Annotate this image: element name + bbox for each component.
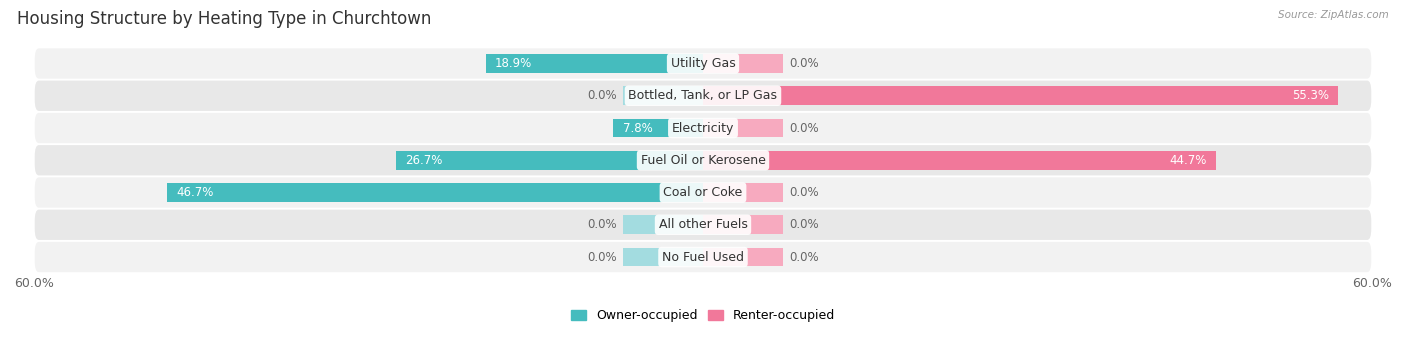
Text: Coal or Coke: Coal or Coke bbox=[664, 186, 742, 199]
Text: 0.0%: 0.0% bbox=[588, 251, 617, 264]
Text: 7.8%: 7.8% bbox=[623, 121, 652, 134]
Text: 44.7%: 44.7% bbox=[1170, 154, 1208, 167]
Text: 46.7%: 46.7% bbox=[176, 186, 214, 199]
Bar bbox=[703, 86, 1339, 105]
Bar bbox=[703, 54, 783, 73]
FancyBboxPatch shape bbox=[35, 210, 1371, 240]
Text: 0.0%: 0.0% bbox=[588, 218, 617, 231]
Text: No Fuel Used: No Fuel Used bbox=[662, 251, 744, 264]
Text: Electricity: Electricity bbox=[672, 121, 734, 134]
FancyBboxPatch shape bbox=[35, 145, 1371, 175]
FancyBboxPatch shape bbox=[35, 48, 1371, 79]
Bar bbox=[623, 86, 703, 105]
Bar bbox=[623, 248, 703, 266]
FancyBboxPatch shape bbox=[35, 177, 1371, 208]
Text: 0.0%: 0.0% bbox=[789, 121, 818, 134]
FancyBboxPatch shape bbox=[35, 80, 1371, 111]
Bar bbox=[703, 183, 783, 202]
Bar bbox=[703, 119, 783, 137]
Legend: Owner-occupied, Renter-occupied: Owner-occupied, Renter-occupied bbox=[568, 306, 838, 326]
Text: 60.0%: 60.0% bbox=[1353, 277, 1392, 291]
Text: Utility Gas: Utility Gas bbox=[671, 57, 735, 70]
Text: 0.0%: 0.0% bbox=[588, 89, 617, 102]
Bar bbox=[613, 119, 703, 137]
Text: 0.0%: 0.0% bbox=[789, 186, 818, 199]
Text: Housing Structure by Heating Type in Churchtown: Housing Structure by Heating Type in Chu… bbox=[17, 10, 432, 28]
Bar bbox=[396, 151, 703, 169]
Bar bbox=[167, 183, 703, 202]
Text: Source: ZipAtlas.com: Source: ZipAtlas.com bbox=[1278, 10, 1389, 20]
Text: Fuel Oil or Kerosene: Fuel Oil or Kerosene bbox=[641, 154, 765, 167]
Text: Bottled, Tank, or LP Gas: Bottled, Tank, or LP Gas bbox=[628, 89, 778, 102]
Text: 0.0%: 0.0% bbox=[789, 57, 818, 70]
Bar bbox=[623, 216, 703, 234]
FancyBboxPatch shape bbox=[35, 113, 1371, 143]
FancyBboxPatch shape bbox=[35, 242, 1371, 272]
Bar bbox=[703, 216, 783, 234]
Text: 18.9%: 18.9% bbox=[495, 57, 533, 70]
Text: 26.7%: 26.7% bbox=[405, 154, 443, 167]
Text: 55.3%: 55.3% bbox=[1292, 89, 1329, 102]
Text: 0.0%: 0.0% bbox=[789, 251, 818, 264]
Text: All other Fuels: All other Fuels bbox=[658, 218, 748, 231]
Text: 60.0%: 60.0% bbox=[14, 277, 53, 291]
Bar bbox=[703, 248, 783, 266]
Text: 0.0%: 0.0% bbox=[789, 218, 818, 231]
Bar bbox=[486, 54, 703, 73]
Bar bbox=[703, 151, 1216, 169]
